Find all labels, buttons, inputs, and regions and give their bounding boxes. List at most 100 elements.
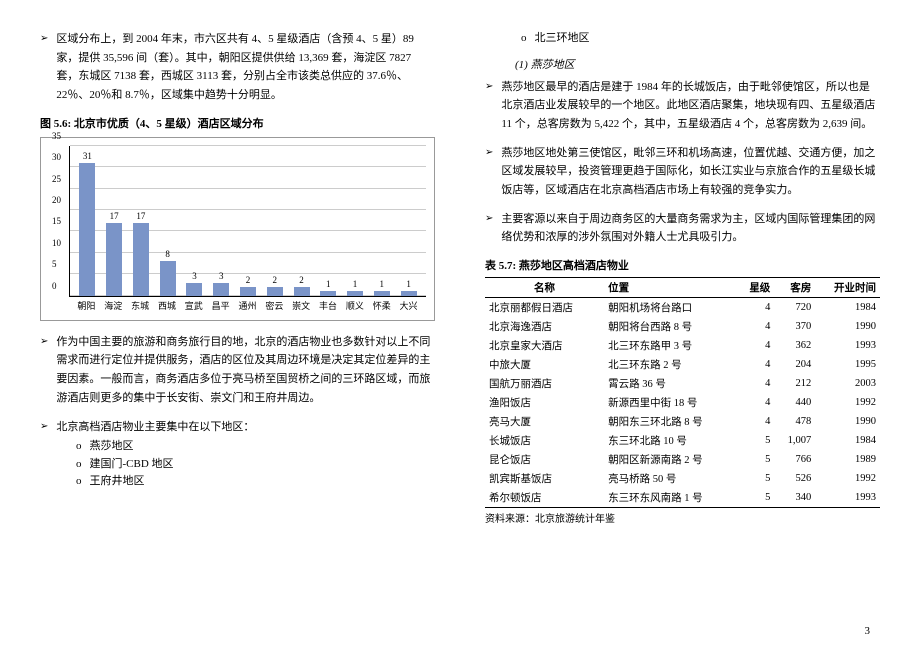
x-category-label: 东城: [127, 299, 154, 312]
table-cell: 1995: [815, 355, 880, 374]
sub-bullet-marker: o: [521, 30, 527, 48]
para-text: 北京高档酒店物业主要集中在以下地区：: [56, 418, 254, 437]
sub-bullet-marker: o: [76, 438, 82, 456]
table-cell: 4: [737, 393, 775, 412]
table-cell: 亮马桥路 50 号: [604, 469, 737, 488]
table-cell: 204: [774, 355, 815, 374]
x-category-label: 宣武: [180, 299, 207, 312]
table-cell: 4: [737, 336, 775, 355]
table-cell: 希尔顿饭店: [485, 488, 604, 508]
sub-bullet-text: 燕莎地区: [90, 438, 134, 456]
numbered-heading: (1) 燕莎地区: [515, 56, 880, 72]
bar: 8: [154, 249, 181, 295]
table-cell: 212: [774, 374, 815, 393]
table-cell: 720: [774, 298, 815, 318]
bar-value-label: 2: [246, 275, 251, 285]
bar-chart: 051015202530353117178332221111 朝阳海淀东城西城宣…: [40, 137, 435, 321]
table-row: 国航万丽酒店霄云路 36 号42122003: [485, 374, 880, 393]
bar: 2: [288, 275, 315, 296]
table-cell: 362: [774, 336, 815, 355]
table-cell: 370: [774, 317, 815, 336]
bullet-marker: ➢: [485, 210, 493, 247]
table-cell: 440: [774, 393, 815, 412]
x-category-label: 朝阳: [73, 299, 100, 312]
y-tick-label: 5: [52, 259, 57, 269]
table-cell: 2003: [815, 374, 880, 393]
y-tick-label: 0: [52, 281, 57, 291]
bar-value-label: 1: [353, 279, 358, 289]
bar: 1: [315, 279, 342, 295]
bar: 31: [74, 151, 101, 296]
table-row: 昆仑饭店朝阳区新源南路 2 号57661989: [485, 450, 880, 469]
table-cell: 4: [737, 355, 775, 374]
table-cell: 5: [737, 469, 775, 488]
table-cell: 1993: [815, 488, 880, 508]
para-text: 主要客源以来自于周边商务区的大量商务需求为主，区域内国际管理集团的网络优势和浓厚…: [501, 210, 880, 247]
table-cell: 4: [737, 298, 775, 318]
right-para-1: ➢ 燕莎地区最早的酒店是建于 1984 年的长城饭店，由于毗邻使馆区，所以也是北…: [485, 78, 880, 134]
table-cell: 766: [774, 450, 815, 469]
table-cell: 1989: [815, 450, 880, 469]
bar-value-label: 3: [219, 271, 224, 281]
table-cell: 526: [774, 469, 815, 488]
table-cell: 4: [737, 412, 775, 431]
x-category-label: 昌平: [207, 299, 234, 312]
x-category-label: 通州: [234, 299, 261, 312]
sub-bullet-marker: o: [76, 473, 82, 491]
table-cell: 4: [737, 374, 775, 393]
right-para-3: ➢ 主要客源以来自于周边商务区的大量商务需求为主，区域内国际管理集团的网络优势和…: [485, 210, 880, 247]
sub-bullet-item: o 燕莎地区: [76, 438, 435, 456]
table-row: 北京丽都假日酒店朝阳机场将台路口47201984: [485, 298, 880, 318]
bar-value-label: 1: [326, 279, 331, 289]
y-tick-label: 25: [52, 174, 61, 184]
left-column: ➢ 区域分布上，到 2004 年末，市六区共有 4、5 星级酒店（含预 4、5 …: [40, 30, 435, 525]
table-row: 长城饭店东三环北路 10 号51,0071984: [485, 431, 880, 450]
bar-value-label: 1: [380, 279, 385, 289]
table-cell: 1,007: [774, 431, 815, 450]
bullet-marker: ➢: [485, 78, 493, 134]
table-cell: 亮马大厦: [485, 412, 604, 431]
bar: 1: [368, 279, 395, 295]
table-cell: 新源西里中街 18 号: [604, 393, 737, 412]
bar-value-label: 17: [110, 211, 119, 221]
bullet-marker: ➢: [40, 30, 48, 105]
sub-bullet-text: 北三环地区: [535, 30, 590, 48]
bullet-marker: ➢: [40, 418, 48, 437]
table-cell: 霄云路 36 号: [604, 374, 737, 393]
table-header-cell: 客房: [774, 278, 815, 298]
table-header-cell: 名称: [485, 278, 604, 298]
table-cell: 北三环东路 2 号: [604, 355, 737, 374]
table-cell: 5: [737, 450, 775, 469]
table-cell: 昆仑饭店: [485, 450, 604, 469]
x-category-label: 丰台: [315, 299, 342, 312]
sub-bullet-text: 王府井地区: [90, 473, 145, 491]
bar-value-label: 8: [165, 249, 170, 259]
table-cell: 1984: [815, 298, 880, 318]
table-cell: 340: [774, 488, 815, 508]
table-header-cell: 位置: [604, 278, 737, 298]
y-tick-label: 35: [52, 131, 61, 141]
table-cell: 长城饭店: [485, 431, 604, 450]
bar-value-label: 2: [299, 275, 304, 285]
bar: 2: [261, 275, 288, 296]
table-header-cell: 开业时间: [815, 278, 880, 298]
table-cell: 1992: [815, 469, 880, 488]
table-title: 表 5.7: 燕莎地区高档酒店物业: [485, 257, 880, 273]
sub-bullet-text: 建国门-CBD 地区: [90, 456, 174, 474]
bar: 17: [101, 211, 128, 296]
left-para-1: ➢ 区域分布上，到 2004 年末，市六区共有 4、5 星级酒店（含预 4、5 …: [40, 30, 435, 105]
table-cell: 朝阳区新源南路 2 号: [604, 450, 737, 469]
table-cell: 5: [737, 488, 775, 508]
table-cell: 北京丽都假日酒店: [485, 298, 604, 318]
bar-value-label: 17: [136, 211, 145, 221]
y-tick-label: 30: [52, 152, 61, 162]
table-cell: 北京海逸酒店: [485, 317, 604, 336]
table-cell: 1984: [815, 431, 880, 450]
x-category-label: 怀柔: [368, 299, 395, 312]
table-cell: 北三环东路甲 3 号: [604, 336, 737, 355]
bar: 3: [208, 271, 235, 296]
hotel-table: 名称位置星级客房开业时间 北京丽都假日酒店朝阳机场将台路口47201984北京海…: [485, 277, 880, 508]
table-cell: 国航万丽酒店: [485, 374, 604, 393]
y-tick-label: 10: [52, 238, 61, 248]
bar: 3: [181, 271, 208, 296]
